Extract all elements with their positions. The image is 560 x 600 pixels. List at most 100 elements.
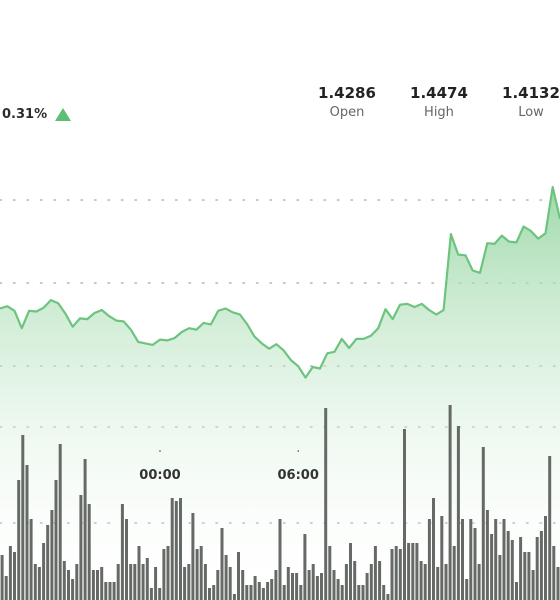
- volume-bar: [33, 564, 37, 600]
- volume-bar: [25, 465, 29, 600]
- volume-bar: [83, 459, 87, 600]
- volume-bar: [349, 543, 352, 600]
- stat-low-value: 1.4132: [502, 84, 560, 102]
- volume-bar: [419, 561, 423, 600]
- volume-bar: [423, 564, 427, 600]
- volume-bar: [477, 564, 481, 600]
- volume-bar: [452, 546, 456, 600]
- volume-bar: [129, 564, 133, 600]
- stat-high-label: High: [424, 105, 454, 120]
- volume-bar: [162, 549, 166, 600]
- volume-bar: [237, 552, 240, 600]
- volume-bar: [191, 513, 195, 600]
- volume-bar: [523, 552, 527, 600]
- triangle-up-icon: [55, 108, 72, 121]
- volume-bar: [154, 567, 158, 600]
- volume-bar: [320, 573, 323, 600]
- stat-open-label: Open: [329, 105, 365, 120]
- volume-bar: [8, 546, 12, 600]
- volume-bar: [228, 567, 232, 600]
- volume-bar: [373, 546, 377, 600]
- volume-bar: [170, 498, 174, 600]
- volume-bar: [50, 510, 54, 600]
- volume-bar: [120, 504, 124, 600]
- volume-bar: [440, 516, 444, 600]
- volume-bar: [461, 519, 464, 600]
- volume-bar: [187, 564, 191, 600]
- volume-bar: [203, 564, 207, 600]
- volume-bar: [552, 546, 556, 600]
- volume-bar: [539, 531, 543, 600]
- volume-bar: [208, 588, 211, 600]
- volume-bar: [108, 582, 112, 600]
- volume-bar: [510, 540, 514, 600]
- volume-bar: [311, 564, 315, 600]
- volume-bar: [54, 480, 58, 600]
- volume-bar: [149, 588, 153, 600]
- volume-bar: [427, 519, 431, 600]
- volume-bar: [303, 534, 307, 600]
- volume-bar: [137, 546, 141, 600]
- volume-bar: [465, 579, 469, 600]
- volume-bar: [232, 594, 236, 600]
- volume-bar: [62, 561, 66, 600]
- volume-bar: [299, 585, 303, 600]
- volume-bar: [257, 582, 261, 600]
- volume-bar: [494, 519, 498, 600]
- volume-bar: [378, 561, 382, 600]
- volume-bar: [436, 567, 440, 600]
- volume-bar: [328, 546, 332, 600]
- volume-bar: [411, 543, 415, 600]
- volume-bar: [253, 576, 257, 600]
- volume-bar: [386, 594, 390, 600]
- stat-low-label: Low: [518, 105, 544, 120]
- volume-bar: [485, 510, 489, 600]
- volume-bar: [403, 429, 406, 600]
- volume-bar: [282, 585, 286, 600]
- stat-high: 1.4474 High: [399, 84, 479, 120]
- volume-bar: [353, 561, 357, 600]
- volume-bar: [344, 564, 348, 600]
- volume-bar: [125, 519, 128, 600]
- volume-bar: [266, 582, 270, 600]
- stat-open-value: 1.4286: [318, 84, 376, 102]
- volume-bar: [556, 567, 560, 600]
- volume-bar: [515, 582, 518, 600]
- volume-bar: [369, 564, 373, 600]
- volume-bar: [104, 582, 108, 600]
- volume-bar: [548, 456, 552, 600]
- volume-bar: [398, 549, 402, 600]
- volume-bar: [502, 519, 506, 600]
- volume-bar: [332, 570, 336, 600]
- stat-high-value: 1.4474: [410, 84, 468, 102]
- volume-bar: [456, 426, 460, 600]
- volume-bar: [506, 531, 510, 600]
- price-line: [0, 185, 560, 379]
- volume-bar: [357, 585, 361, 600]
- volume-bar: [42, 543, 46, 600]
- volume-bar: [535, 537, 539, 600]
- volume-bar: [249, 585, 253, 600]
- volume-bar: [17, 480, 21, 600]
- volume-bar: [291, 573, 294, 600]
- volume-bar: [91, 570, 95, 600]
- volume-bar: [415, 543, 419, 600]
- volume-bar: [112, 582, 116, 600]
- volume-bar: [13, 552, 16, 600]
- volume-bar: [220, 528, 224, 600]
- volume-bar: [67, 570, 70, 600]
- stat-low: 1.4132 Low: [491, 84, 560, 120]
- volume-bar: [324, 408, 328, 600]
- volume-bar: [174, 501, 178, 600]
- volume-bar: [307, 570, 311, 600]
- volume-bar: [96, 570, 99, 600]
- volume-bar: [365, 573, 369, 600]
- volume-bar: [390, 549, 394, 600]
- volume-bar: [490, 534, 494, 600]
- volume-bar: [224, 555, 228, 600]
- volume-bar: [245, 585, 249, 600]
- volume-bar: [133, 564, 137, 600]
- volume-bar: [29, 519, 33, 600]
- price-change: 0.31%: [2, 107, 72, 122]
